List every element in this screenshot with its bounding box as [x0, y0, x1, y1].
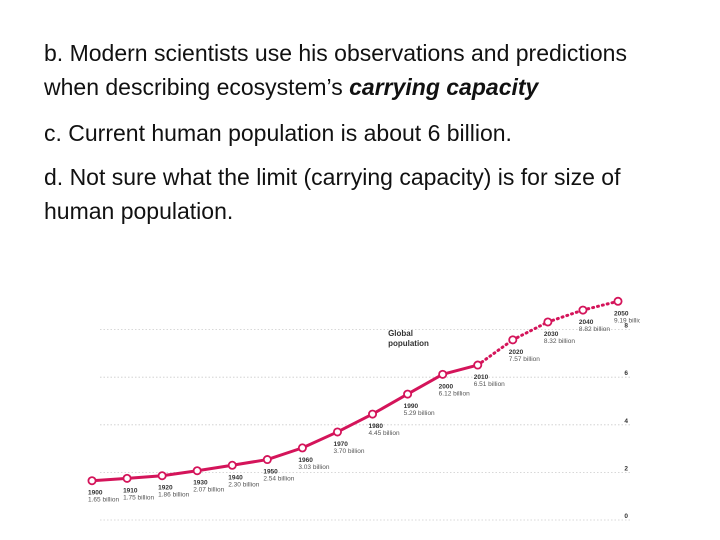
value-label-1900: 1.65 billion — [88, 497, 119, 504]
data-point-2040 — [578, 305, 588, 315]
year-label-1930: 1930 — [193, 480, 208, 487]
y-tick-label-4: 4 — [624, 418, 628, 425]
chart-title-line-2: population — [388, 339, 429, 348]
data-point-1940 — [227, 460, 237, 470]
data-point-2050 — [613, 296, 623, 306]
data-point-1900 — [87, 476, 97, 486]
value-label-2040: 8.82 billion — [579, 326, 610, 333]
series-segment-2040 — [581, 299, 620, 312]
value-label-2050: 9.19 billion — [614, 317, 640, 324]
data-point-2020 — [508, 335, 518, 345]
value-label-2020: 7.57 billion — [509, 356, 540, 363]
data-point-1960 — [297, 443, 307, 453]
value-label-1980: 4.45 billion — [369, 430, 400, 437]
paragraph-c: c. Current human population is about 6 b… — [44, 120, 512, 146]
series-segment-1970 — [335, 412, 375, 434]
line-layer — [90, 299, 620, 483]
paragraph-b: b. Modern scientists use his observation… — [44, 36, 684, 104]
year-label-1900: 1900 — [88, 490, 103, 497]
series-segment-1910 — [125, 474, 164, 480]
series-segment-2010 — [476, 338, 515, 367]
data-point-1980 — [368, 409, 378, 419]
series-segment-1900 — [90, 476, 129, 483]
year-label-1920: 1920 — [158, 485, 173, 492]
year-label-2010: 2010 — [474, 374, 489, 381]
year-label-2000: 2000 — [439, 383, 454, 390]
data-point-1970 — [332, 427, 342, 437]
y-tick-label-8: 8 — [624, 323, 628, 330]
year-label-1910: 1910 — [123, 487, 138, 494]
data-point-2030 — [543, 317, 553, 327]
year-label-1950: 1950 — [263, 469, 278, 476]
data-point-2010 — [473, 360, 483, 370]
year-label-1960: 1960 — [298, 457, 313, 464]
series-segment-1940 — [230, 458, 269, 467]
data-point-2000 — [438, 369, 448, 379]
value-label-1960: 3.03 billion — [298, 464, 329, 471]
series-segment-2000 — [441, 363, 480, 376]
year-label-1980: 1980 — [369, 423, 384, 430]
data-point-1990 — [403, 389, 413, 399]
y-tick-label-6: 6 — [624, 370, 628, 377]
year-label-2040: 2040 — [579, 319, 594, 326]
series-segment-1930 — [195, 463, 234, 473]
year-label-2020: 2020 — [509, 349, 524, 356]
point-layer — [87, 296, 623, 486]
year-label-1990: 1990 — [404, 403, 419, 410]
series-segment-1990 — [406, 372, 445, 396]
series-segment-1920 — [160, 469, 199, 478]
data-point-1950 — [262, 455, 272, 465]
value-label-2010: 6.51 billion — [474, 381, 505, 388]
data-point-1920 — [157, 471, 167, 481]
chart-title-line-1: Global — [388, 329, 413, 338]
value-label-1920: 1.86 billion — [158, 492, 189, 499]
series-segment-2020 — [511, 320, 550, 342]
value-label-1940: 2.30 billion — [228, 481, 259, 488]
year-label-1970: 1970 — [333, 441, 348, 448]
year-label-2050: 2050 — [614, 310, 629, 317]
value-label-1990: 5.29 billion — [404, 410, 435, 417]
data-point-1930 — [192, 466, 202, 476]
year-label-1940: 1940 — [228, 474, 243, 481]
value-label-1930: 2.07 billion — [193, 487, 224, 494]
value-label-1910: 1.75 billion — [123, 494, 154, 501]
year-label-2030: 2030 — [544, 331, 559, 338]
carrying-capacity-emphasis: carrying capacity — [349, 74, 539, 100]
grid-layer: 0 2 4 6 8 — [100, 323, 632, 521]
data-point-1910 — [122, 473, 132, 483]
y-tick-label-0: 0 — [624, 513, 628, 520]
value-label-1950: 2.54 billion — [263, 476, 294, 483]
series-segment-1980 — [371, 392, 410, 416]
value-label-2030: 8.32 billion — [544, 338, 575, 345]
series-segment-1950 — [265, 446, 304, 462]
series-segment-1960 — [300, 430, 339, 450]
value-label-2000: 6.12 billion — [439, 390, 470, 397]
series-segment-2030 — [546, 308, 585, 324]
paragraph-d: d. Not sure what the limit (carrying cap… — [44, 164, 621, 224]
y-tick-label-2: 2 — [624, 465, 628, 472]
value-label-1970: 3.70 billion — [333, 448, 364, 455]
paragraph-b-text: b. Modern scientists use his observation… — [44, 40, 627, 100]
slide-text: b. Modern scientists use his observation… — [44, 36, 684, 240]
